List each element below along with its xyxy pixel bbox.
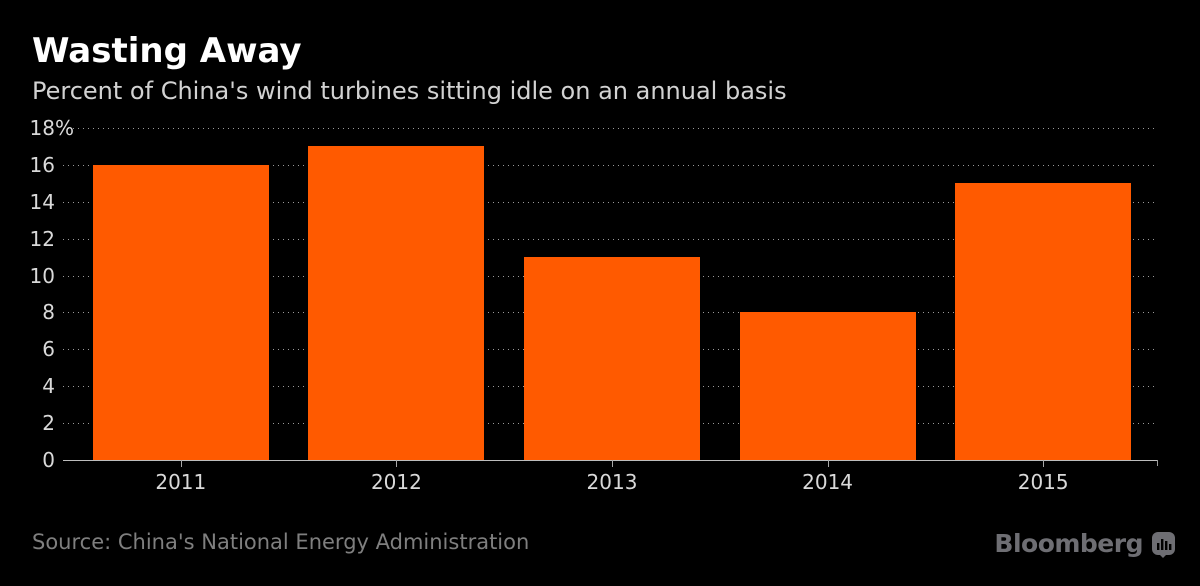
x-tick-2011 bbox=[180, 460, 182, 467]
bar-2015 bbox=[955, 183, 1132, 460]
x-axis-line bbox=[63, 460, 1158, 461]
y-tick-label-2: 2 bbox=[42, 411, 55, 436]
gridline-14 bbox=[63, 201, 1158, 203]
bar-2011 bbox=[92, 164, 269, 460]
gridline-12 bbox=[63, 238, 1158, 240]
brand-logo: Bloomberg bbox=[994, 530, 1176, 558]
bar-cell-2012: 2012 bbox=[289, 128, 505, 494]
y-tick-label-16: 16 bbox=[29, 152, 55, 177]
percent-sign: % bbox=[55, 116, 75, 140]
x-tick-label-2015: 2015 bbox=[1017, 470, 1069, 494]
chart-subtitle: Percent of China's wind turbines sitting… bbox=[32, 77, 787, 105]
bars-row: 2011 2012 2013 2014 2015 bbox=[73, 128, 1151, 494]
chart-title: Wasting Away bbox=[32, 31, 302, 71]
bar-2014 bbox=[739, 312, 916, 460]
bar-2013 bbox=[523, 257, 700, 460]
bar-cell-2011: 2011 bbox=[73, 128, 289, 494]
x-tick-2014 bbox=[827, 460, 829, 467]
bloomberg-terminal-icon bbox=[1151, 530, 1176, 558]
source-note: Source: China's National Energy Administ… bbox=[32, 530, 530, 554]
bar-cell-2015: 2015 bbox=[935, 128, 1151, 494]
y-tick-label-12: 12 bbox=[29, 226, 55, 251]
x-tick-2012 bbox=[396, 460, 398, 467]
x-tick-label-2014: 2014 bbox=[802, 470, 854, 494]
y-tick-label-0: 0 bbox=[42, 448, 55, 472]
y-tick-label-10: 10 bbox=[29, 263, 55, 288]
y-tick-label-18: 18% bbox=[29, 116, 75, 140]
y-tick-label-4: 4 bbox=[42, 374, 55, 399]
x-tick-label-2013: 2013 bbox=[586, 470, 638, 494]
x-tick-2013 bbox=[611, 460, 613, 467]
x-tick-label-2011: 2011 bbox=[155, 470, 207, 494]
x-tick-label-2012: 2012 bbox=[370, 470, 422, 494]
bloomberg-wordmark: Bloomberg bbox=[994, 529, 1143, 558]
bar-cell-2013: 2013 bbox=[504, 128, 720, 494]
gridline-16 bbox=[63, 164, 1158, 166]
y-tick-label-8: 8 bbox=[42, 300, 55, 325]
y-tick-label-14: 14 bbox=[29, 189, 55, 214]
y-tick-label-6: 6 bbox=[42, 337, 55, 362]
x-tick-2015 bbox=[1043, 460, 1045, 467]
gridline-18 bbox=[63, 128, 1158, 129]
bar-2012 bbox=[308, 146, 485, 460]
axis-end-tick bbox=[1157, 460, 1158, 466]
bar-cell-2014: 2014 bbox=[720, 128, 936, 494]
